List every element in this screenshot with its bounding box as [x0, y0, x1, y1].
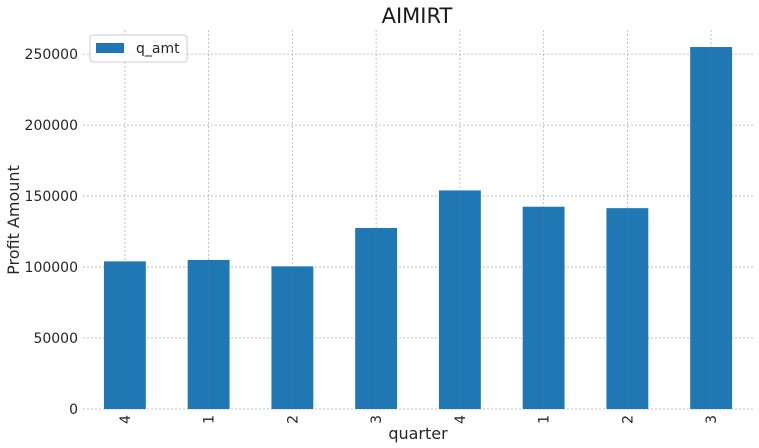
x-tick-label: 4 — [118, 415, 134, 424]
x-tick-label: 4 — [453, 415, 469, 424]
y-axis-ticks: 0 50000 100000 150000 200000 250000 — [25, 47, 78, 418]
y-tick-label: 150000 — [25, 189, 78, 205]
x-axis-ticks: 4 1 2 3 4 1 2 3 — [118, 415, 720, 424]
y-tick-label: 0 — [69, 402, 78, 418]
legend-label: q_amt — [136, 41, 180, 57]
y-axis-title: Profit Amount — [4, 165, 23, 275]
y-tick-label: 50000 — [33, 331, 78, 347]
grid — [83, 53, 753, 410]
y-tick-label: 250000 — [25, 47, 78, 63]
x-grid — [124, 30, 712, 409]
y-tick-label: 100000 — [25, 260, 78, 276]
legend: q_amt — [89, 34, 188, 63]
x-tick-label: 1 — [537, 415, 553, 424]
legend-swatch — [96, 43, 124, 53]
x-tick-label: 3 — [369, 415, 385, 424]
x-axis-title: quarter — [388, 424, 448, 443]
x-tick-label: 1 — [202, 415, 218, 424]
chart-title: AIMIRT — [382, 4, 453, 28]
legend-box — [89, 34, 188, 63]
x-tick-label: 3 — [704, 415, 720, 424]
y-tick-label: 200000 — [25, 118, 78, 134]
x-tick-label: 2 — [620, 415, 636, 424]
x-tick-label: 2 — [285, 415, 301, 424]
bars — [103, 47, 733, 410]
